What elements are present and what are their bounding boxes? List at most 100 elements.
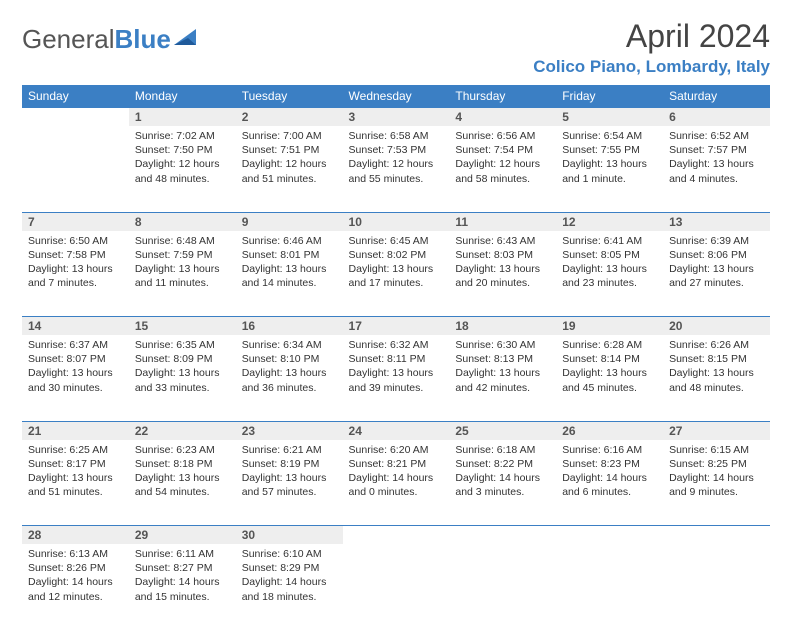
day-number-row: 78910111213 [22,212,770,231]
day-info-line: Sunset: 7:54 PM [455,143,550,157]
day-info-line: Daylight: 12 hours and 48 minutes. [135,157,230,185]
day-number-cell: 12 [556,212,663,231]
day-info-line: Sunset: 8:07 PM [28,352,123,366]
day-header: Sunday [22,85,129,108]
day-info-line: Sunrise: 6:30 AM [455,338,550,352]
day-info-line: Daylight: 13 hours and 17 minutes. [349,262,444,290]
day-number-cell [22,108,129,127]
day-content-cell: Sunrise: 6:26 AMSunset: 8:15 PMDaylight:… [663,335,770,421]
day-content-cell: Sunrise: 6:30 AMSunset: 8:13 PMDaylight:… [449,335,556,421]
day-info-line: Sunrise: 6:16 AM [562,443,657,457]
day-info-line: Sunset: 8:14 PM [562,352,657,366]
day-info-line: Sunset: 8:17 PM [28,457,123,471]
day-info-line: Sunrise: 6:46 AM [242,234,337,248]
day-number-cell [556,526,663,545]
day-content-cell: Sunrise: 6:15 AMSunset: 8:25 PMDaylight:… [663,440,770,526]
day-content-cell: Sunrise: 6:56 AMSunset: 7:54 PMDaylight:… [449,126,556,212]
day-content-row: Sunrise: 6:50 AMSunset: 7:58 PMDaylight:… [22,231,770,317]
day-number-row: 21222324252627 [22,421,770,440]
day-info-line: Daylight: 13 hours and 57 minutes. [242,471,337,499]
day-number-cell: 11 [449,212,556,231]
day-number-cell: 6 [663,108,770,127]
day-number-row: 282930 [22,526,770,545]
day-info-line: Sunset: 8:01 PM [242,248,337,262]
header: GeneralBlue April 2024 Colico Piano, Lom… [22,18,770,77]
day-info-line: Daylight: 13 hours and 39 minutes. [349,366,444,394]
day-info-line: Daylight: 14 hours and 12 minutes. [28,575,123,603]
day-info-line: Sunrise: 6:26 AM [669,338,764,352]
day-info-line: Daylight: 13 hours and 4 minutes. [669,157,764,185]
day-info-line: Sunset: 7:57 PM [669,143,764,157]
day-number-cell: 30 [236,526,343,545]
day-number-cell: 23 [236,421,343,440]
day-number-cell: 7 [22,212,129,231]
day-number-cell: 26 [556,421,663,440]
day-info-line: Daylight: 13 hours and 11 minutes. [135,262,230,290]
day-info-line: Sunrise: 6:45 AM [349,234,444,248]
day-info-line: Sunset: 8:05 PM [562,248,657,262]
day-info-line: Sunrise: 6:10 AM [242,547,337,561]
day-info-line: Daylight: 13 hours and 54 minutes. [135,471,230,499]
day-number-cell: 22 [129,421,236,440]
day-info-line: Sunrise: 6:56 AM [455,129,550,143]
day-number-cell: 15 [129,317,236,336]
day-info-line: Sunset: 8:29 PM [242,561,337,575]
month-title: April 2024 [533,18,770,55]
day-info-line: Daylight: 12 hours and 55 minutes. [349,157,444,185]
day-number-cell: 27 [663,421,770,440]
day-info-line: Sunset: 8:13 PM [455,352,550,366]
day-header: Friday [556,85,663,108]
day-info-line: Sunrise: 6:35 AM [135,338,230,352]
day-header: Wednesday [343,85,450,108]
day-info-line: Daylight: 13 hours and 51 minutes. [28,471,123,499]
day-info-line: Sunset: 8:21 PM [349,457,444,471]
day-info-line: Daylight: 13 hours and 1 minute. [562,157,657,185]
day-info-line: Sunset: 8:10 PM [242,352,337,366]
day-info-line: Sunset: 8:27 PM [135,561,230,575]
day-info-line: Daylight: 14 hours and 0 minutes. [349,471,444,499]
day-info-line: Daylight: 14 hours and 3 minutes. [455,471,550,499]
logo-part1: General [22,24,115,54]
day-info-line: Sunset: 7:55 PM [562,143,657,157]
day-number-cell: 13 [663,212,770,231]
day-content-cell: Sunrise: 6:25 AMSunset: 8:17 PMDaylight:… [22,440,129,526]
day-info-line: Sunrise: 6:50 AM [28,234,123,248]
day-info-line: Daylight: 12 hours and 51 minutes. [242,157,337,185]
day-header: Monday [129,85,236,108]
day-content-row: Sunrise: 7:02 AMSunset: 7:50 PMDaylight:… [22,126,770,212]
day-info-line: Sunset: 8:06 PM [669,248,764,262]
day-info-line: Daylight: 13 hours and 14 minutes. [242,262,337,290]
day-info-line: Sunrise: 6:54 AM [562,129,657,143]
logo-triangle-icon [174,27,202,52]
day-number-cell: 17 [343,317,450,336]
day-info-line: Sunrise: 7:02 AM [135,129,230,143]
day-info-line: Sunrise: 6:15 AM [669,443,764,457]
day-info-line: Sunset: 7:59 PM [135,248,230,262]
day-header: Tuesday [236,85,343,108]
day-info-line: Sunrise: 6:28 AM [562,338,657,352]
day-content-cell: Sunrise: 6:35 AMSunset: 8:09 PMDaylight:… [129,335,236,421]
day-info-line: Sunrise: 6:18 AM [455,443,550,457]
day-content-cell: Sunrise: 6:46 AMSunset: 8:01 PMDaylight:… [236,231,343,317]
day-info-line: Sunset: 8:22 PM [455,457,550,471]
day-info-line: Daylight: 13 hours and 20 minutes. [455,262,550,290]
day-info-line: Sunrise: 6:11 AM [135,547,230,561]
day-info-line: Sunrise: 6:37 AM [28,338,123,352]
day-content-cell: Sunrise: 7:02 AMSunset: 7:50 PMDaylight:… [129,126,236,212]
day-info-line: Daylight: 14 hours and 6 minutes. [562,471,657,499]
day-content-cell: Sunrise: 6:10 AMSunset: 8:29 PMDaylight:… [236,544,343,630]
day-content-cell: Sunrise: 6:50 AMSunset: 7:58 PMDaylight:… [22,231,129,317]
day-content-row: Sunrise: 6:25 AMSunset: 8:17 PMDaylight:… [22,440,770,526]
day-number-cell: 20 [663,317,770,336]
day-header: Thursday [449,85,556,108]
day-content-cell: Sunrise: 6:13 AMSunset: 8:26 PMDaylight:… [22,544,129,630]
day-content-cell: Sunrise: 6:45 AMSunset: 8:02 PMDaylight:… [343,231,450,317]
logo-text: GeneralBlue [22,24,171,55]
day-number-cell [449,526,556,545]
day-number-cell: 28 [22,526,129,545]
day-info-line: Sunset: 8:11 PM [349,352,444,366]
day-number-cell: 5 [556,108,663,127]
day-number-cell: 3 [343,108,450,127]
day-info-line: Sunrise: 6:48 AM [135,234,230,248]
day-content-cell: Sunrise: 6:37 AMSunset: 8:07 PMDaylight:… [22,335,129,421]
